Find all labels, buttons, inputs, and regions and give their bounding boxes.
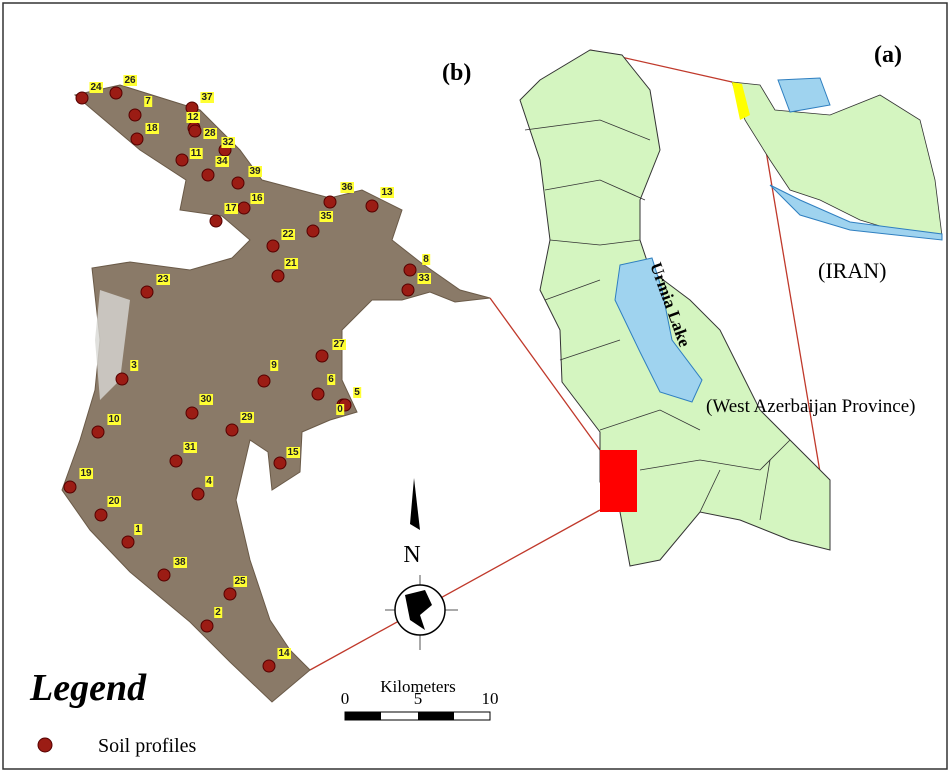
- soil-profile: [404, 264, 416, 276]
- soil-profile: [189, 125, 201, 137]
- soil-profile: [110, 87, 122, 99]
- study-area-marker: [600, 450, 637, 512]
- soil-profile-label: 29: [241, 412, 253, 423]
- soil-profile-label: 4: [206, 476, 212, 487]
- soil-profile: [258, 375, 270, 387]
- soil-profile-label: 12: [187, 112, 199, 123]
- soil-profile: [366, 200, 378, 212]
- soil-profile-label: 28: [204, 128, 216, 139]
- scale-tick-label: 5: [414, 689, 423, 708]
- soil-profile-label: 27: [333, 339, 345, 350]
- soil-profile: [201, 620, 213, 632]
- soil-profile: [64, 481, 76, 493]
- soil-profile-label: 2: [215, 607, 221, 618]
- soil-profile-label: 20: [108, 496, 120, 507]
- soil-profile-label: 5: [354, 387, 360, 398]
- soil-profile-label: 13: [381, 187, 393, 198]
- soil-profile: [307, 225, 319, 237]
- soil-profile-label: 19: [80, 468, 92, 479]
- soil-profile-label: 31: [184, 442, 196, 453]
- soil-profile-label: 35: [320, 211, 332, 222]
- soil-profile-label: 32: [222, 137, 234, 148]
- map-figure: (a) (b) (IRAN) Urmia Lake (West Azerbaij…: [0, 0, 950, 772]
- soil-profile-label: 30: [200, 394, 212, 405]
- soil-profile: [274, 457, 286, 469]
- soil-profile: [129, 109, 141, 121]
- soil-profile-label: 15: [287, 447, 299, 458]
- soil-profile-label: 3: [131, 360, 137, 371]
- soil-profile: [176, 154, 188, 166]
- province-label: (West Azerbaijan Province): [706, 396, 916, 417]
- soil-profile-label: 24: [90, 82, 102, 93]
- soil-profile: [210, 215, 222, 227]
- soil-profile: [402, 284, 414, 296]
- soil-profile: [238, 202, 250, 214]
- scale-tick-label: 0: [341, 689, 350, 708]
- soil-profile-label: 23: [157, 274, 169, 285]
- soil-profile-label: 25: [234, 576, 246, 587]
- soil-profile: [131, 133, 143, 145]
- country-label: (IRAN): [818, 258, 886, 283]
- soil-profile: [158, 569, 170, 581]
- soil-profile-label: 39: [249, 166, 261, 177]
- soil-profile-label: 16: [251, 193, 263, 204]
- soil-profile: [316, 350, 328, 362]
- soil-profile: [232, 177, 244, 189]
- soil-profile-label: 7: [145, 96, 151, 107]
- soil-profile-label: 18: [146, 123, 158, 134]
- soil-profile-label: 6: [328, 374, 334, 385]
- soil-profile: [76, 92, 88, 104]
- soil-profile-label: 34: [216, 156, 228, 167]
- panel-label: (a): [874, 42, 902, 68]
- soil-profile-label: 11: [191, 148, 202, 159]
- soil-profile: [92, 426, 104, 438]
- soil-profile: [224, 588, 236, 600]
- soil-profile-label: 8: [423, 254, 429, 265]
- soil-profile: [312, 388, 324, 400]
- north-label: N: [403, 542, 420, 568]
- soil-profile-label: 10: [108, 414, 120, 425]
- soil-profile: [116, 373, 128, 385]
- soil-profile-label: 1: [135, 524, 141, 535]
- soil-profile-label: 9: [271, 360, 277, 371]
- legend-title: Legend: [29, 667, 147, 709]
- soil-profile-label: 38: [174, 557, 186, 568]
- soil-profile-label: 14: [278, 648, 290, 659]
- soil-profile: [272, 270, 284, 282]
- soil-profile: [170, 455, 182, 467]
- soil-profile: [267, 240, 279, 252]
- soil-profile-label: 17: [225, 203, 237, 214]
- soil-profile: [263, 660, 275, 672]
- soil-profile: [226, 424, 238, 436]
- soil-profile: [324, 196, 336, 208]
- soil-profile-label: 26: [124, 75, 136, 86]
- panel-label: (b): [442, 60, 471, 86]
- soil-profile: [186, 407, 198, 419]
- scale-tick-label: 10: [482, 689, 499, 708]
- soil-profile: [192, 488, 204, 500]
- legend-item: Soil profiles: [98, 735, 197, 757]
- soil-profile-label: 33: [418, 273, 430, 284]
- soil-profile-label: 37: [201, 92, 213, 103]
- soil-profile: [141, 286, 153, 298]
- soil-profile-label: 0: [337, 404, 343, 415]
- soil-profile: [122, 536, 134, 548]
- soil-profile-label: 22: [282, 229, 294, 240]
- soil-profile: [95, 509, 107, 521]
- soil-profile-label: 21: [285, 258, 297, 269]
- scale-bar: [345, 712, 490, 720]
- soil-profile-label: 36: [341, 182, 353, 193]
- soil-profile: [202, 169, 214, 181]
- legend-symbol: [38, 738, 52, 752]
